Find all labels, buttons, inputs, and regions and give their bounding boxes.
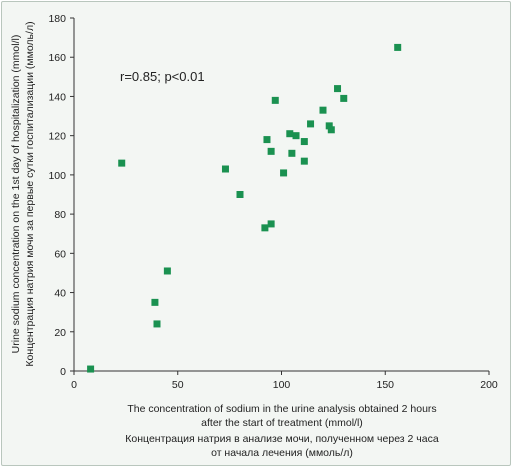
y-tick-label: 0: [60, 366, 66, 378]
data-point: [327, 126, 335, 134]
data-point: [280, 169, 288, 177]
correlation-annotation: r=0.85; p<0.01: [120, 69, 205, 84]
y-axis-ticks: 0 20 40 60 80 100 120 140 160 180: [48, 13, 74, 378]
x-tick-label: 100: [273, 379, 291, 391]
data-point: [394, 43, 402, 51]
data-point: [261, 224, 269, 232]
x-tick-label: 200: [480, 379, 498, 391]
x-axis-title-line-3: Концентрация натрия в анализе мочи, полу…: [125, 433, 439, 445]
data-point: [319, 106, 327, 114]
y-axis-title-line-1: Urine sodium concentration on the 1st da…: [10, 35, 22, 354]
data-point: [271, 96, 279, 104]
y-tick-label: 40: [54, 288, 66, 300]
y-tick-label: 80: [54, 209, 66, 221]
data-point: [300, 138, 308, 146]
data-point: [151, 298, 159, 306]
data-point: [163, 267, 171, 275]
data-point: [267, 220, 275, 228]
x-tick-label: 150: [376, 379, 394, 391]
x-tick-label: 50: [172, 379, 184, 391]
y-tick-label: 180: [48, 13, 66, 25]
data-point: [221, 165, 229, 173]
y-axis-title-line-2: Концентрация натрия мочи за первые сутки…: [24, 21, 36, 366]
data-point: [118, 159, 126, 167]
data-point: [288, 149, 296, 157]
data-points: [87, 43, 402, 373]
x-axis-title-line-1: The concentration of sodium in the urine…: [127, 403, 436, 415]
data-point: [236, 191, 244, 198]
data-point: [334, 85, 342, 93]
data-point: [286, 130, 294, 138]
data-point: [263, 136, 271, 144]
x-axis-title-line-2: after the start of treatment (mmol/l): [201, 417, 363, 429]
data-point: [292, 132, 300, 140]
data-point: [87, 365, 95, 373]
y-tick-label: 60: [54, 248, 66, 260]
y-tick-label: 20: [54, 327, 66, 339]
data-point: [300, 157, 308, 165]
data-point: [153, 320, 161, 328]
y-tick-label: 100: [48, 170, 66, 182]
data-point: [325, 122, 333, 130]
x-axis-title-line-4: от начала лечения (ммоль/л): [211, 447, 353, 459]
y-tick-label: 160: [48, 52, 66, 64]
data-point: [307, 120, 315, 128]
x-axis-ticks: 0 50 100 150 200: [71, 371, 498, 391]
data-point: [340, 94, 348, 102]
y-tick-label: 120: [48, 131, 66, 143]
data-point: [267, 147, 275, 155]
y-tick-label: 140: [48, 91, 66, 103]
x-tick-label: 0: [71, 379, 77, 391]
